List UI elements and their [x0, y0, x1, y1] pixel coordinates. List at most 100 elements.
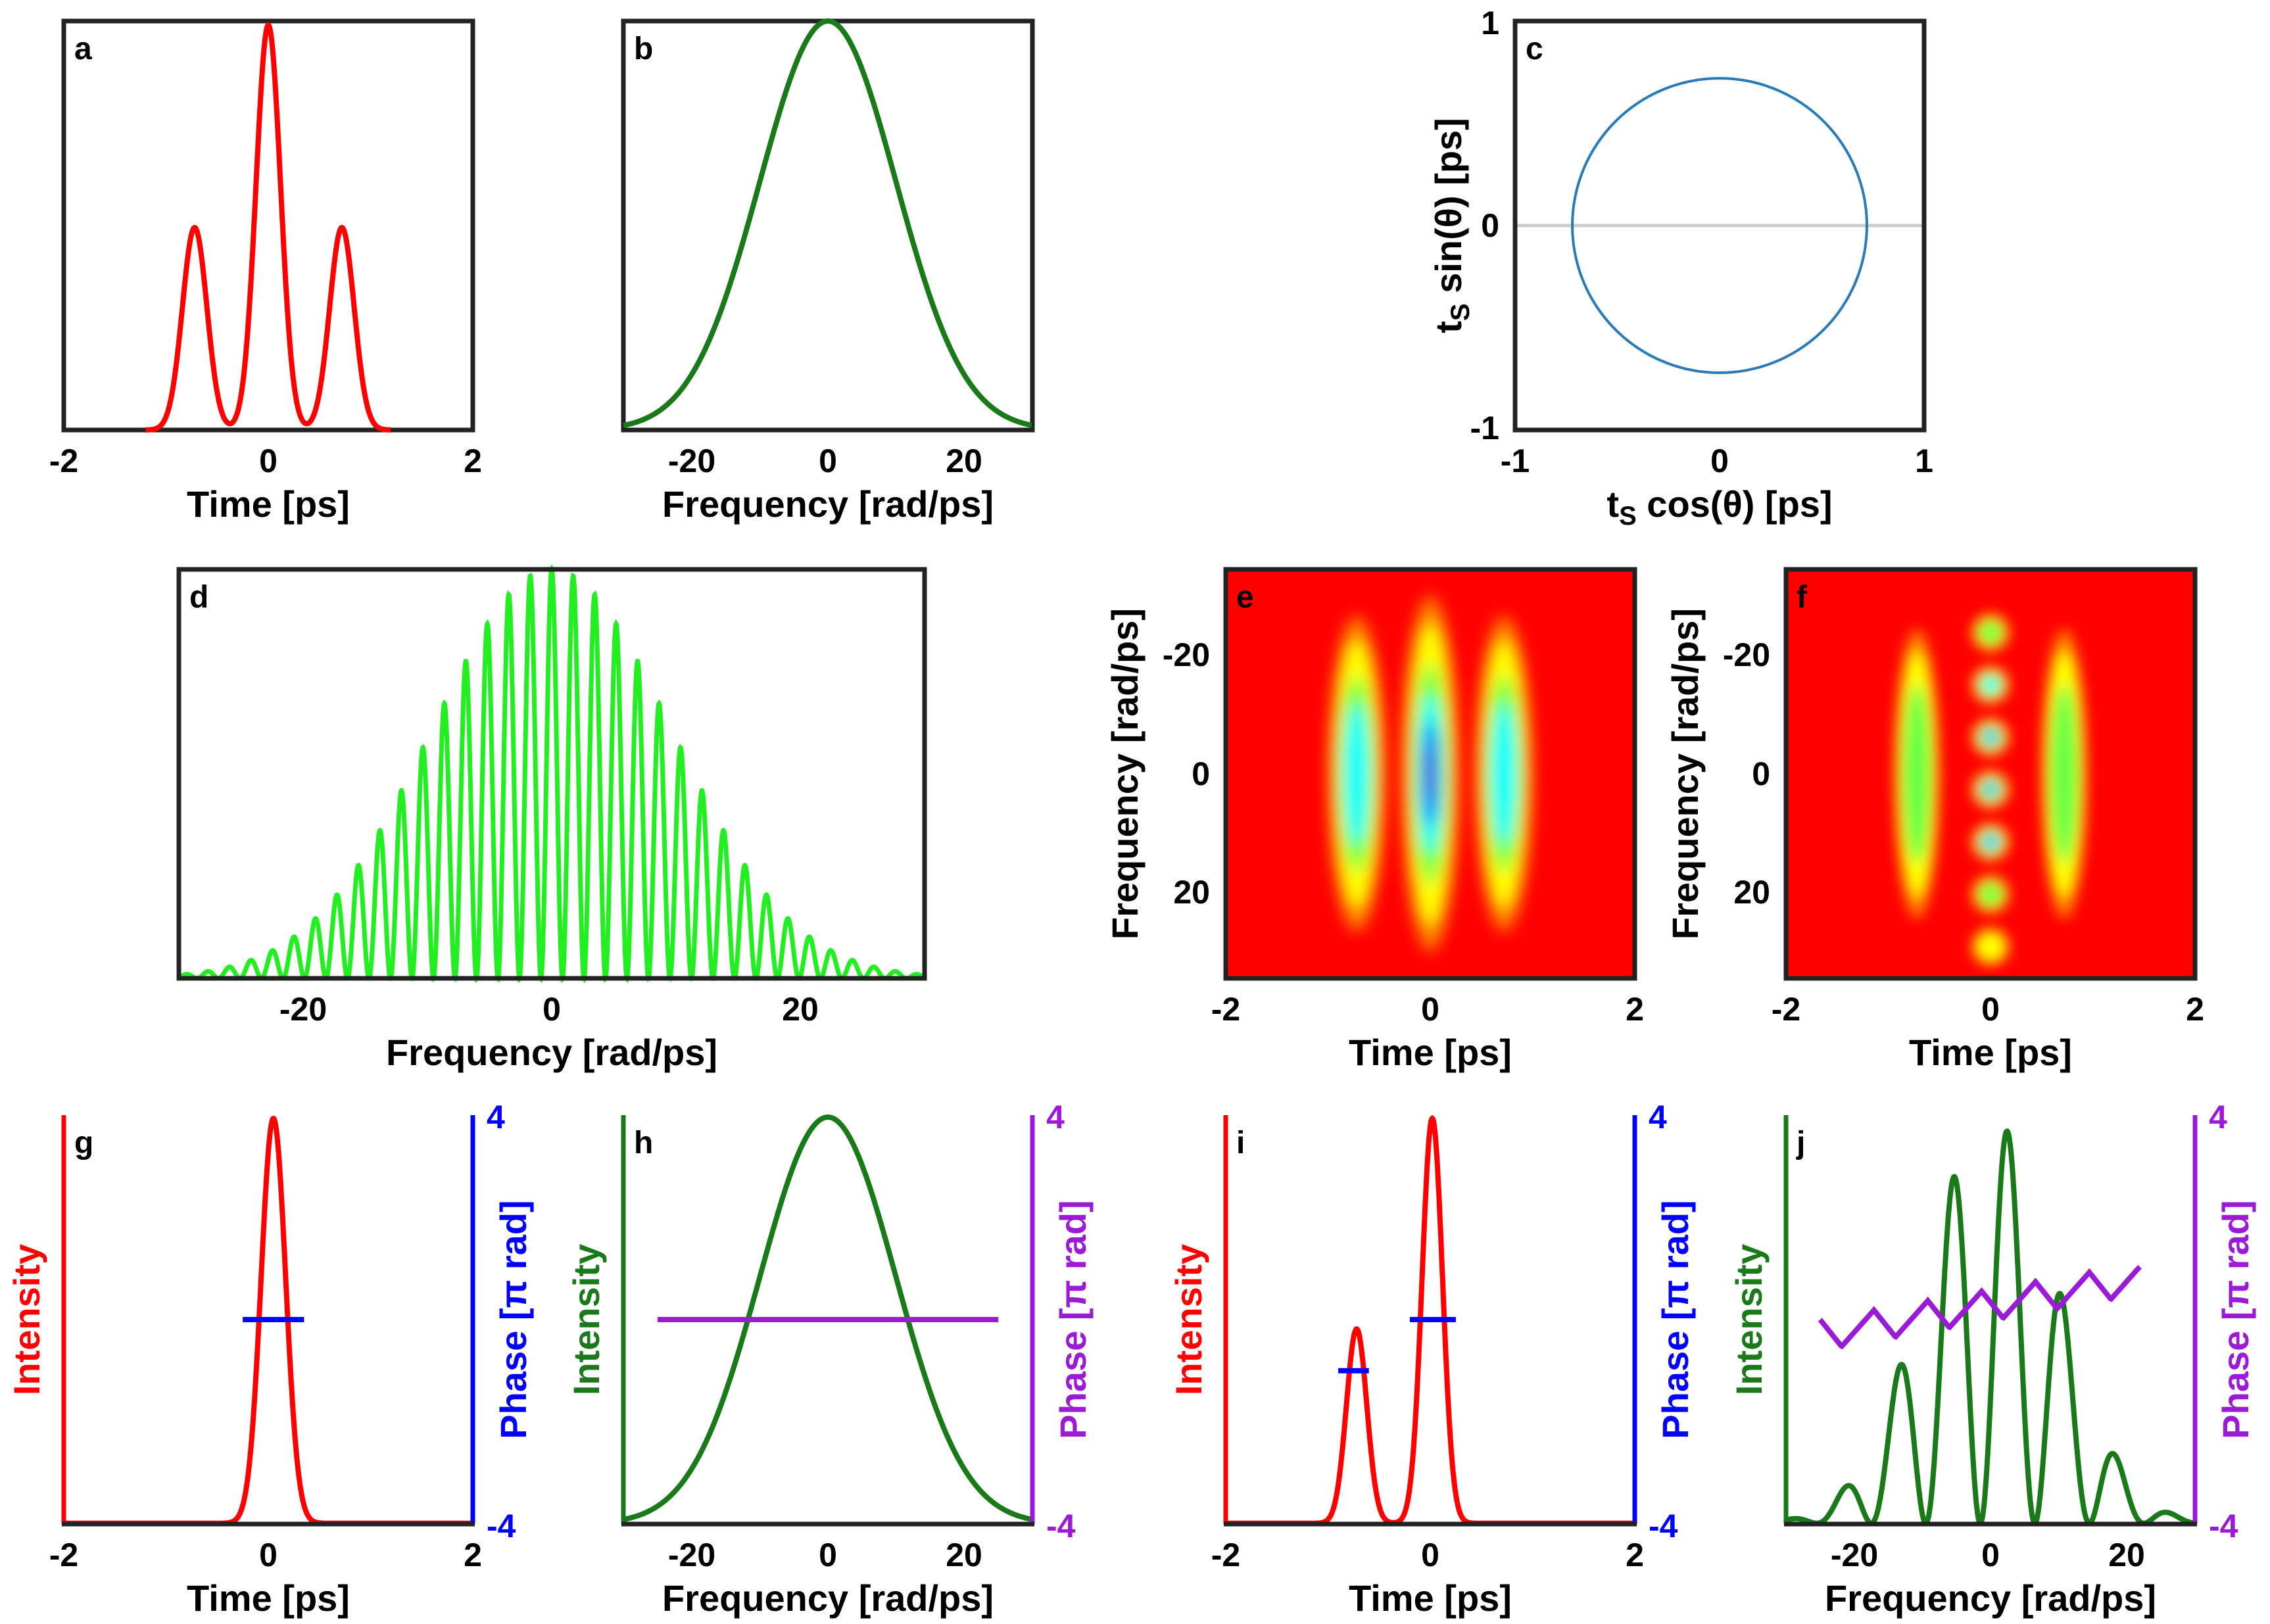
panel-b: b -20 0 20 Frequency [rad/ps]: [621, 18, 1035, 525]
panel-f-blob: [2041, 629, 2087, 919]
panel-b-plot: [623, 18, 1032, 429]
panel-a-xtick: 2: [464, 442, 482, 479]
panel-b-xtick: -20: [668, 442, 715, 479]
panel-j-xlabel: Frequency [rad/ps]: [1825, 1577, 2156, 1619]
panel-d-letter: d: [189, 580, 208, 615]
panel-g-xtick: 0: [259, 1537, 278, 1573]
panel-h-ylabel-left: Intensity: [566, 1244, 607, 1395]
panel-g-ylabel-right: Phase [π rad]: [493, 1200, 534, 1439]
panel-b-frame: [621, 18, 1035, 433]
panel-g-xtick: -2: [49, 1537, 78, 1573]
panel-e-ylabel: Frequency [rad/ps]: [1104, 608, 1146, 940]
panel-c-ylabel: tS sin(θ) [ps]: [1428, 118, 1475, 333]
panel-f-fringe: [1972, 876, 2009, 913]
panel-j-ylabel-right: Phase [π rad]: [2215, 1200, 2256, 1439]
panel-h-xtick: 0: [819, 1537, 837, 1573]
panel-e-xlabel: Time [ps]: [1349, 1032, 1512, 1073]
panel-a-intensity-line: [145, 22, 391, 433]
panel-j: j -20 0 20 Frequency [rad/ps] Intensity …: [1728, 1099, 2256, 1619]
panel-f-xtick: 0: [1981, 991, 2000, 1028]
panel-e-plot: [1329, 596, 1532, 951]
panel-c-xtick: 1: [1915, 442, 1933, 479]
panel-a-xtick: -2: [49, 442, 78, 479]
panel-f: f -20 0 20 -2 0 2 Time [ps] Frequency [r…: [1664, 567, 2204, 1073]
panel-e-xtick: 0: [1421, 991, 1439, 1028]
panel-h-letter: h: [634, 1126, 653, 1160]
panel-i-xtick: -2: [1211, 1537, 1240, 1573]
panel-d: d -20 0 20 Frequency [rad/ps]: [176, 564, 927, 1073]
panel-a-plot: [145, 22, 391, 433]
panel-g-xtick: 2: [464, 1537, 482, 1573]
panel-f-blob-layer: [2050, 684, 2079, 864]
panel-f-fringe-layer: [1987, 734, 1994, 740]
panel-h-xtick: -20: [668, 1537, 715, 1573]
panel-h-ylabel-right: Phase [π rad]: [1052, 1200, 1094, 1439]
panel-f-xtick: 2: [2186, 991, 2204, 1028]
panel-g: g -2 0 2 Time [ps] Intensity 4 -4 Phase …: [6, 1099, 534, 1619]
panel-g-ylabel-left: Intensity: [6, 1244, 47, 1395]
panel-f-fringe-layer: [1979, 621, 2002, 644]
panel-j-plot: [1785, 1128, 2195, 1527]
panel-e-blob-layer: [1344, 703, 1369, 845]
panel-e-ytick: 0: [1192, 755, 1210, 792]
panel-c-xtick: -1: [1501, 442, 1530, 479]
panel-g-ytick-right: -4: [487, 1508, 516, 1544]
panel-i-xtick: 0: [1421, 1537, 1439, 1573]
panel-i-xlabel: Time [ps]: [1349, 1577, 1512, 1619]
panel-d-plot: [178, 564, 926, 984]
panel-f-xlabel: Time [ps]: [1909, 1032, 2072, 1073]
panel-e-ytick: -20: [1163, 636, 1210, 673]
panel-a-frame: [61, 18, 475, 433]
panel-d-xtick: 20: [782, 991, 819, 1028]
panel-i-ylabel-left: Intensity: [1168, 1244, 1209, 1395]
panel-f-letter: f: [1797, 580, 1808, 615]
panel-b-letter: b: [634, 32, 653, 66]
panel-i-xtick: 2: [1626, 1537, 1644, 1573]
panel-j-spectrum-line: [1785, 1128, 2195, 1527]
panel-c-ytick: 1: [1481, 5, 1499, 41]
panel-e: e -20 0 20 -2 0 2 Time [ps] Frequency [r…: [1104, 567, 1644, 1073]
panel-f-ytick: 0: [1752, 755, 1770, 792]
panel-d-frame: [176, 567, 927, 981]
panel-i-ytick-right: -4: [1649, 1508, 1678, 1544]
panel-c-ytick: 0: [1481, 207, 1499, 244]
panel-f-plot: [1895, 614, 2087, 965]
panel-f-fringe: [1972, 666, 2009, 704]
panel-f-fringe-layer: [1987, 786, 1994, 793]
panel-h-ytick-right: -4: [1046, 1508, 1076, 1544]
panel-h-spectrum-line: [623, 1114, 1032, 1523]
panel-g-xlabel: Time [ps]: [187, 1577, 350, 1619]
panel-f-fringe: [1972, 771, 2009, 808]
panel-c-ytick: -1: [1470, 410, 1499, 446]
panel-e-blob-layer: [1426, 745, 1435, 803]
panel-i-plot: [1226, 1114, 1635, 1526]
panel-h-plot: [623, 1114, 1032, 1523]
panel-c-xtick: 0: [1710, 442, 1729, 479]
panel-j-xtick: 20: [2108, 1537, 2145, 1573]
panel-h-xtick: 20: [946, 1537, 982, 1573]
panel-i-letter: i: [1236, 1126, 1245, 1160]
panel-d-xtick: 0: [543, 991, 561, 1028]
panel-f-blob: [1895, 629, 1940, 919]
panel-f-ytick: -20: [1723, 636, 1770, 673]
panel-f-ylabel: Frequency [rad/ps]: [1664, 608, 1706, 940]
panel-e-blob: [1403, 596, 1458, 951]
panel-e-blob: [1329, 616, 1385, 932]
panel-j-letter: j: [1796, 1126, 1805, 1160]
panel-d-xtick: -20: [279, 991, 327, 1028]
panel-e-xtick: -2: [1211, 991, 1240, 1028]
panel-f-fringe-layer: [1979, 882, 2002, 906]
panel-j-phase-line: [1818, 1264, 2142, 1349]
panel-e-blob-layer: [1491, 703, 1516, 845]
panel-j-ytick-right: 4: [2209, 1099, 2227, 1135]
panel-b-spectrum-line: [623, 18, 1032, 429]
panel-c-plot: [1571, 77, 1868, 374]
panel-f-blob-layer: [1902, 684, 1931, 864]
panel-g-letter: g: [74, 1126, 93, 1160]
panel-d-xlabel: Frequency [rad/ps]: [386, 1032, 717, 1073]
panel-c-letter: c: [1526, 32, 1543, 66]
panel-e-ytick: 20: [1173, 874, 1210, 911]
panel-e-xtick: 2: [1626, 991, 1644, 1028]
panel-c-frame: [1512, 18, 1927, 433]
panel-b-xtick: 0: [819, 442, 837, 479]
